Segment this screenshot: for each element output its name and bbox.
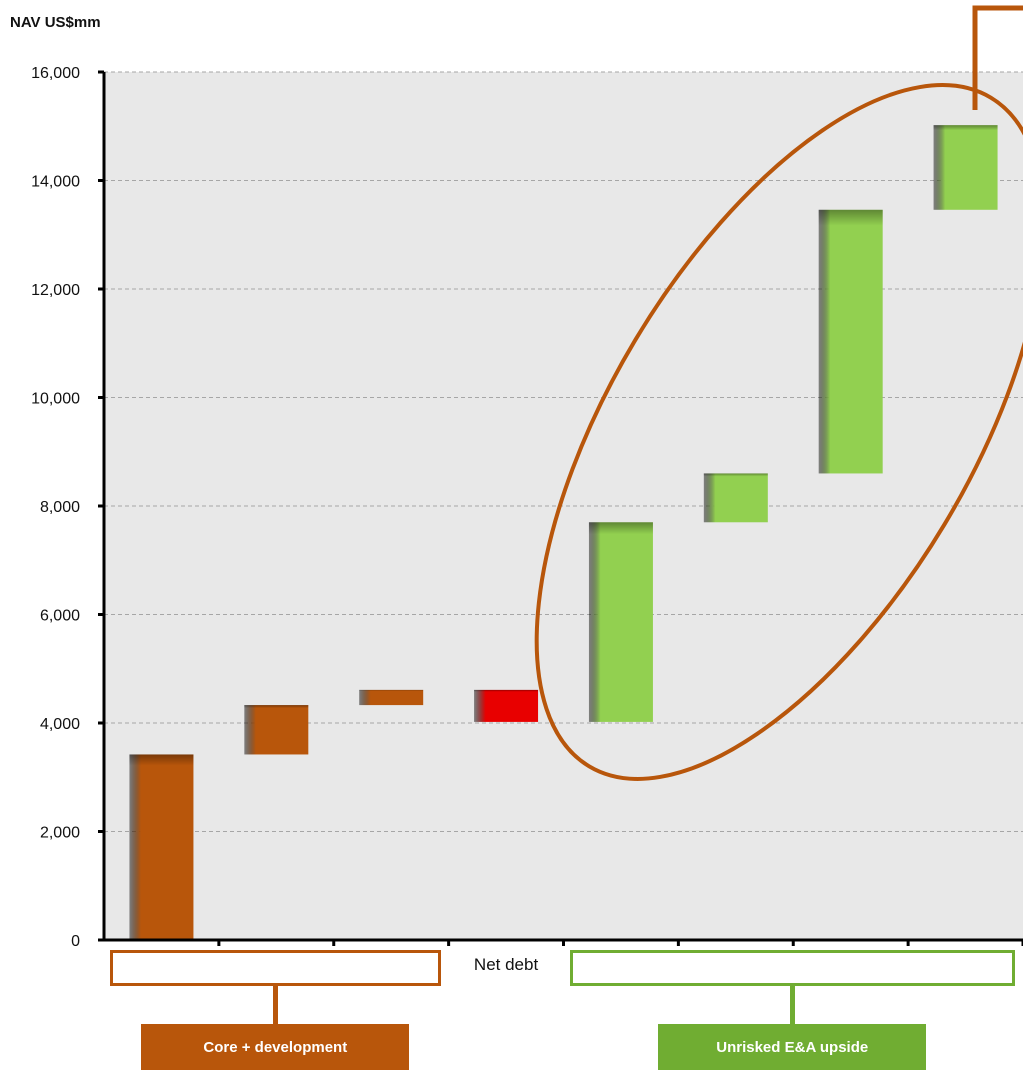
group-label: Core + development [141, 1024, 410, 1070]
bar-shade [933, 125, 998, 210]
group-bracket [110, 950, 441, 986]
y-tick-label: 10,000 [31, 391, 80, 408]
y-tick-label: 6,000 [40, 608, 80, 625]
group-label: Unrisked E&A upside [658, 1024, 927, 1070]
annotation-layer [534, 5, 1023, 781]
group-stem [272, 986, 278, 1024]
bar-shade [588, 522, 653, 722]
y-tick-label: 16,000 [31, 65, 80, 82]
bar-shade [474, 689, 539, 722]
bar-shade [359, 689, 424, 706]
y-tick-label: 2,000 [40, 825, 80, 842]
bars [129, 125, 998, 940]
y-tick-label: 4,000 [40, 716, 80, 733]
plot-area [104, 72, 1023, 940]
highlight-ellipse [534, 83, 1023, 781]
group-stem [789, 986, 795, 1024]
y-tick-label: 8,000 [40, 499, 80, 516]
bar-shade [703, 473, 768, 523]
callout-connector [972, 5, 1023, 110]
bar-shade [129, 754, 194, 940]
group-bracket [569, 950, 1015, 986]
bar-shade [244, 705, 309, 755]
bar-shade [818, 209, 883, 474]
y-tick-labels: 0 2,000 4,000 6,000 8,000 10,000 12,000 14,000 1… [31, 65, 104, 950]
y-tick-label: 14,000 [31, 174, 80, 191]
y-tick-label: 0 [71, 933, 80, 950]
y-axis-title: NAV US$mm [10, 14, 101, 31]
category-label: Net debt [474, 955, 539, 974]
y-tick-label: 12,000 [31, 282, 80, 299]
